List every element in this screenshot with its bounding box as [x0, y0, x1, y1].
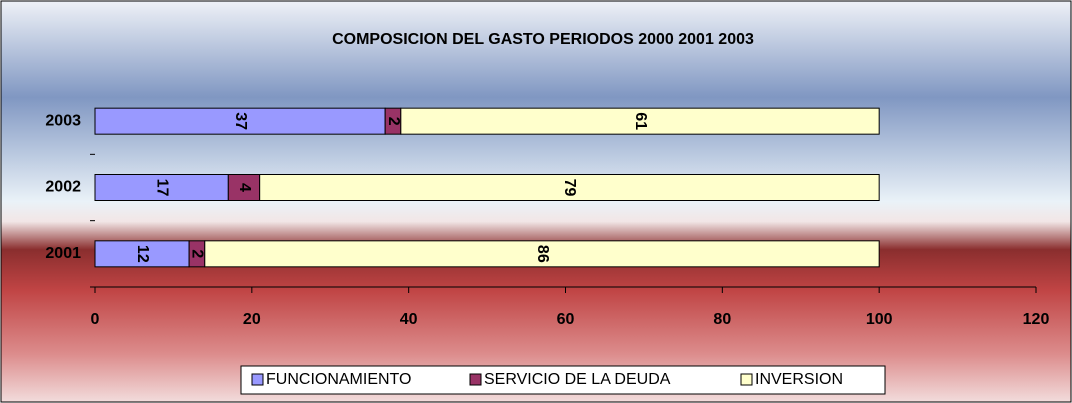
legend-swatch: [740, 373, 753, 386]
x-tick-label: 40: [400, 311, 418, 328]
data-label: 37: [232, 112, 249, 130]
bar-segment: [227, 174, 261, 201]
y-tick-label: 2001: [45, 245, 81, 262]
bar-segment: [259, 174, 880, 201]
data-label: 12: [134, 245, 151, 263]
y-tick-label: 2002: [45, 179, 81, 196]
bar-segment: [94, 174, 229, 201]
bar-segment: [204, 240, 880, 268]
bar-segment: [94, 107, 386, 135]
data-label: 4: [236, 183, 253, 192]
x-tick-label: 120: [1023, 311, 1050, 328]
legend-swatch: [469, 373, 482, 386]
data-label: 17: [153, 179, 170, 197]
chart-title: COMPOSICION DEL GASTO PERIODOS 2000 2001…: [332, 31, 754, 48]
data-label: 61: [632, 112, 649, 130]
x-tick-label: 20: [243, 311, 261, 328]
legend-items: FUNCIONAMIENTO SERVICIO DE LA DEUDA INVERS…: [251, 371, 843, 388]
bar-segment: [94, 240, 190, 268]
x-tick-label: 60: [557, 311, 575, 328]
x-tick-label: 0: [91, 311, 100, 328]
data-label: 86: [534, 245, 551, 263]
legend-swatch: [251, 373, 264, 386]
data-label: 2: [189, 249, 206, 258]
x-tick-label: 80: [713, 311, 731, 328]
legend-label: SERVICIO DE LA DEUDA: [484, 371, 671, 388]
x-tick-label: 100: [866, 311, 893, 328]
legend-label: INVERSION: [755, 371, 843, 388]
data-label: 2: [385, 117, 402, 126]
data-label: 79: [561, 179, 578, 197]
y-tick-label: 2003: [45, 112, 81, 129]
legend: [240, 365, 886, 395]
bar-segment: [400, 107, 880, 135]
legend-label: FUNCIONAMIENTO: [266, 371, 411, 388]
